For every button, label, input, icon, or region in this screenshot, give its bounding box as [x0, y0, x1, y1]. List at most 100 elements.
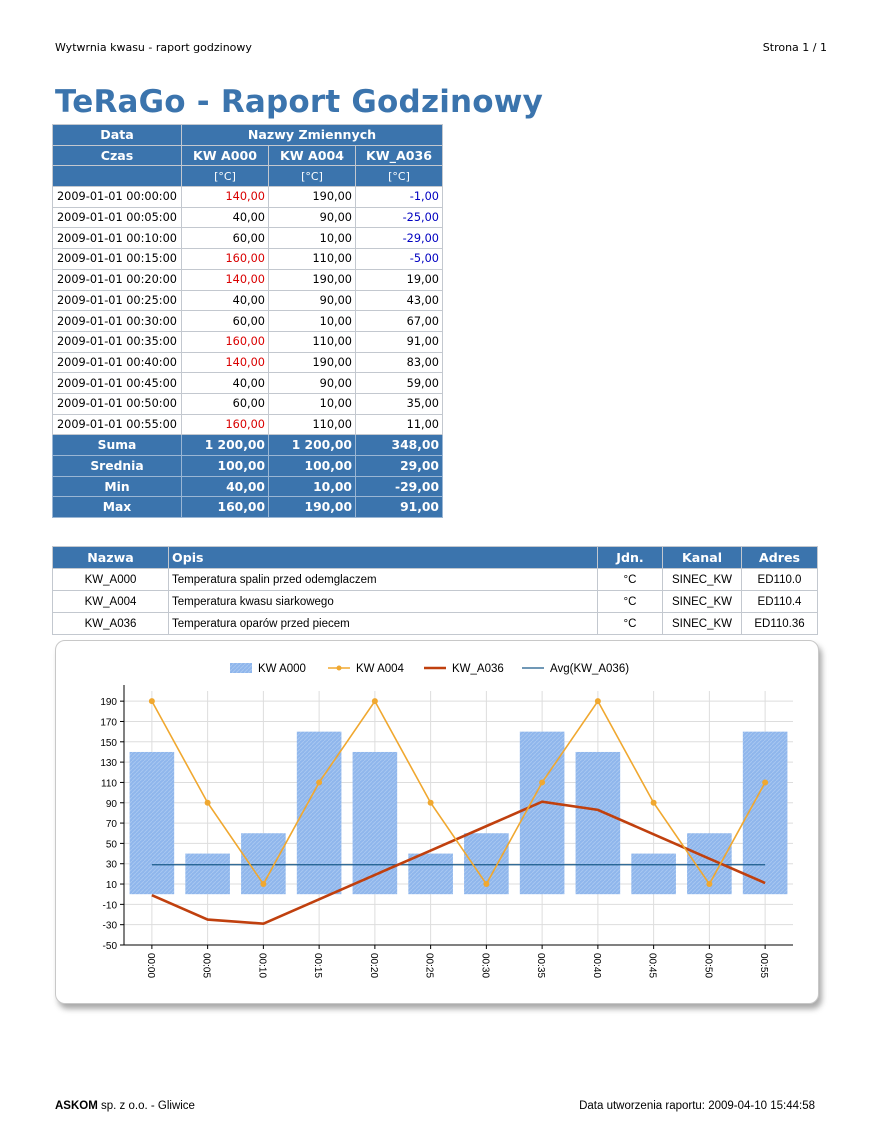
row-timestamp: 2009-01-01 00:00:00 — [52, 186, 182, 208]
row-value: 90,00 — [268, 289, 356, 312]
row-value: 160,00 — [181, 330, 269, 353]
table-row: 2009-01-01 00:20:00 140,00 190,00 19,00 — [52, 268, 443, 291]
row-timestamp: 2009-01-01 00:10:00 — [52, 227, 182, 250]
row-timestamp: 2009-01-01 00:25:00 — [52, 289, 182, 312]
summary-value: 100,00 — [181, 455, 269, 477]
combo-chart: 190 170 150 130 110 90 70 50 30 10 -10 -30 -50 00:00 0… — [100, 663, 793, 978]
row-value: 160,00 — [181, 248, 269, 270]
point-kw-a004 — [539, 779, 546, 786]
table-row: 2009-01-01 00:40:00 140,00 190,00 83,00 — [52, 351, 443, 374]
summary-label: Srednia — [52, 455, 182, 477]
y-tick-label: -30 — [103, 921, 118, 932]
row-jdn: °C — [597, 590, 663, 613]
row-nazwa: KW_A004 — [52, 590, 169, 613]
header-adres: Adres — [741, 546, 818, 569]
y-tick-label: 130 — [100, 758, 117, 769]
row-value: 110,00 — [268, 330, 356, 353]
header-unit-0: [°C] — [181, 165, 269, 188]
point-kw-a004 — [371, 698, 378, 705]
point-kw-a004 — [427, 799, 434, 806]
footer-created-date: Data utworzenia raportu: 2009-04-10 15:4… — [579, 1100, 815, 1112]
x-tick-label: 00:10 — [256, 953, 267, 978]
page-title: TeRaGo - Raport Godzinowy — [55, 84, 544, 120]
summary-label: Suma — [52, 434, 182, 456]
summary-value: 29,00 — [355, 455, 443, 477]
header-col-1: KW A004 — [268, 144, 356, 167]
point-kw-a004 — [762, 779, 769, 786]
y-tick-label: -50 — [103, 941, 118, 952]
y-tick-label: -10 — [103, 900, 118, 911]
row-jdn: °C — [597, 612, 663, 635]
row-value: 59,00 — [355, 372, 443, 394]
row-value: 190,00 — [268, 268, 356, 291]
table-row: 2009-01-01 00:55:00 160,00 110,00 11,00 — [52, 413, 443, 436]
point-kw-a004 — [204, 799, 211, 806]
x-tick-label: 00:50 — [702, 953, 713, 978]
header-opis: Opis — [168, 546, 598, 569]
x-tick-label: 00:30 — [479, 953, 490, 978]
line-kw-a036 — [151, 800, 766, 925]
row-value: 190,00 — [268, 186, 356, 208]
row-value: 40,00 — [181, 206, 269, 229]
summary-row: Max 160,00 190,00 91,00 — [52, 496, 443, 519]
row-value: 11,00 — [355, 413, 443, 436]
row-adres: ED110.4 — [741, 590, 818, 613]
summary-value: -29,00 — [355, 475, 443, 498]
row-value: 60,00 — [181, 392, 269, 415]
row-value: 140,00 — [181, 351, 269, 374]
y-tick-label: 150 — [100, 738, 117, 749]
header-data: Data — [52, 124, 182, 146]
bar-kw-a000 — [408, 853, 453, 895]
row-value: 90,00 — [268, 372, 356, 394]
bar-kw-a000 — [352, 751, 398, 895]
x-tick-label: 00:20 — [368, 953, 379, 978]
summary-value: 1 200,00 — [268, 434, 356, 456]
row-nazwa: KW_A036 — [52, 612, 169, 635]
row-value: 19,00 — [355, 268, 443, 291]
point-kw-a004 — [594, 698, 601, 705]
table-row: KW_A000 Temperatura spalin przed odemglac… — [52, 568, 818, 591]
header-unit-blank — [52, 165, 182, 188]
table-row: 2009-01-01 00:30:00 60,00 10,00 67,00 — [52, 310, 443, 332]
bar-kw-a000 — [575, 751, 621, 895]
row-value: 67,00 — [355, 310, 443, 332]
header-unit-2: [°C] — [355, 165, 443, 188]
point-kw-a004 — [260, 881, 267, 888]
row-kanal: SINEC_KW — [662, 568, 742, 591]
bar-kw-a000 — [296, 731, 342, 895]
row-timestamp: 2009-01-01 00:35:00 — [52, 330, 182, 353]
row-timestamp: 2009-01-01 00:55:00 — [52, 413, 182, 436]
row-value: 10,00 — [268, 392, 356, 415]
row-value: 35,00 — [355, 392, 443, 415]
row-timestamp: 2009-01-01 00:15:00 — [52, 248, 182, 270]
variables-description-table: Nazwa Opis Jdn. Kanal Adres KW_A000 Tempe… — [52, 546, 818, 635]
legend-label: Avg(KW_A036) — [550, 663, 629, 675]
row-value: 160,00 — [181, 413, 269, 436]
x-tick-label: 00:45 — [647, 953, 658, 978]
y-tick-label: 90 — [106, 799, 118, 810]
legend-swatch-bar — [230, 663, 252, 673]
header-kanal: Kanal — [662, 546, 742, 569]
report-header-title: Wytwrnia kwasu - raport godzinowy — [55, 41, 252, 54]
y-tick-label: 30 — [106, 860, 118, 871]
legend-swatch-marker — [336, 665, 342, 671]
row-opis: Temperatura oparów przed piecem — [168, 612, 598, 635]
footer-company: ASKOM sp. z o.o. - Gliwice — [55, 1100, 195, 1112]
point-kw-a004 — [706, 881, 713, 888]
header-nazwa: Nazwa — [52, 546, 169, 569]
summary-value: 10,00 — [268, 475, 356, 498]
row-kanal: SINEC_KW — [662, 590, 742, 613]
row-value: 140,00 — [181, 186, 269, 208]
y-tick-label: 70 — [106, 819, 118, 830]
y-tick-label: 50 — [106, 839, 118, 850]
header-jdn: Jdn. — [597, 546, 663, 569]
point-kw-a004 — [316, 779, 323, 786]
row-nazwa: KW_A000 — [52, 568, 169, 591]
table-row: 2009-01-01 00:00:00 140,00 190,00 -1,00 — [52, 186, 443, 208]
row-adres: ED110.36 — [741, 612, 818, 635]
page-number: Strona 1 / 1 — [762, 41, 827, 54]
header-col-0: KW A000 — [181, 144, 269, 167]
table-row: 2009-01-01 00:15:00 160,00 110,00 -5,00 — [52, 248, 443, 270]
table-row: 2009-01-01 00:05:00 40,00 90,00 -25,00 — [52, 206, 443, 229]
row-value: 40,00 — [181, 289, 269, 312]
